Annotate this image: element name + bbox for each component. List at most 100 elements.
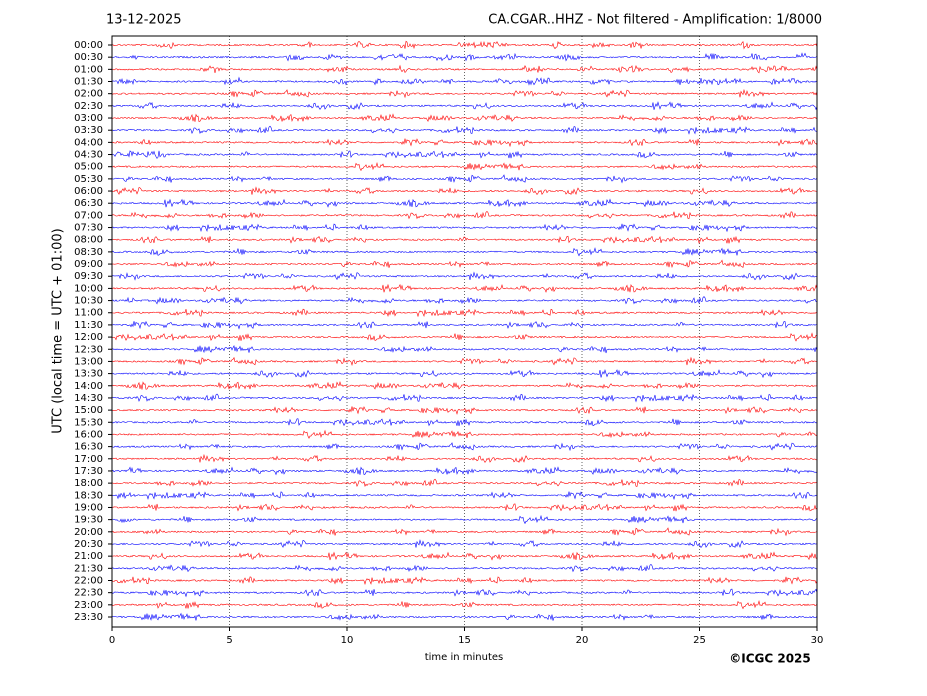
y-tick-label: 23:00 [74,600,103,611]
x-tick-label: 30 [811,635,824,646]
y-tick-label: 22:30 [74,588,103,599]
trace [111,113,818,122]
trace [111,101,818,111]
date: 13-12-2025 [106,13,182,28]
trace [111,88,818,99]
y-tick-label: 17:30 [74,466,103,477]
y-tick-label: 01:30 [74,77,103,88]
trace [111,418,818,427]
y-tick-label: 12:30 [74,344,103,355]
trace [111,125,818,135]
chart-title: CA.CGAR..HHZ - Not filtered - Amplificat… [488,13,822,28]
trace [111,563,818,573]
trace [111,381,818,390]
trace [111,527,818,537]
trace [111,271,818,281]
y-tick-label: 02:00 [74,89,103,100]
y-tick-label: 15:30 [74,417,103,428]
trace [111,453,818,463]
trace [111,393,818,403]
y-tick-label: 00:00 [74,40,103,51]
y-tick-label: 05:00 [74,162,103,173]
trace [111,296,818,305]
trace [111,210,818,220]
trace [111,174,818,184]
y-tick-label: 08:30 [74,247,103,258]
x-tick-label: 10 [341,635,354,646]
trace [111,491,818,501]
x-tick-label: 25 [693,635,706,646]
plot-frame [111,35,818,628]
trace [111,406,818,415]
trace [111,40,818,50]
y-tick-label: 11:00 [74,308,103,319]
trace [111,308,818,318]
trace [111,466,818,476]
y-axis-label: UTC (local time = UTC + 01:00) [51,228,66,433]
y-tick-label: 07:30 [74,223,103,234]
x-axis-label: time in minutes [425,652,504,663]
y-tick-label: 16:00 [74,429,103,440]
y-tick-label: 21:30 [74,563,103,574]
trace [111,478,818,488]
trace [111,429,818,439]
y-tick-label: 19:30 [74,515,103,526]
y-tick-label: 11:30 [74,320,103,331]
y-tick-label: 23:30 [74,612,103,623]
y-tick-label: 09:30 [74,271,103,282]
y-tick-label: 22:00 [74,575,103,586]
trace [111,223,818,233]
y-tick-label: 09:00 [74,259,103,270]
y-tick-label: 08:00 [74,235,103,246]
y-tick-label: 13:30 [74,369,103,380]
y-tick-label: 18:00 [74,478,103,489]
trace [111,356,818,366]
trace [111,514,818,525]
y-tick-label: 10:00 [74,283,103,294]
trace [111,588,818,598]
x-tick-label: 15 [458,635,471,646]
x-tick-label: 20 [576,635,589,646]
y-tick-label: 20:00 [74,527,103,538]
y-tick-label: 17:00 [74,454,103,465]
trace [111,539,818,549]
y-tick-label: 13:00 [74,356,103,367]
x-tick-label: 0 [109,635,115,646]
trace [111,600,818,610]
trace [111,247,818,257]
y-tick-label: 19:00 [74,502,103,513]
trace [111,150,818,159]
y-tick-label: 01:00 [74,64,103,75]
y-tick-label: 20:30 [74,539,103,550]
y-tick-label: 00:30 [74,52,103,63]
y-tick-label: 12:00 [74,332,103,343]
y-tick-label: 03:30 [74,125,103,136]
y-tick-label: 10:30 [74,296,103,307]
trace [111,235,818,244]
y-tick-label: 18:30 [74,490,103,501]
trace [111,368,818,379]
y-tick-label: 21:00 [74,551,103,562]
y-tick-label: 04:30 [74,150,103,161]
trace [111,198,818,208]
trace [111,138,818,148]
trace [111,64,818,74]
y-tick-label: 14:00 [74,381,103,392]
y-tick-label: 15:00 [74,405,103,416]
y-tick-label: 04:00 [74,137,103,148]
x-tick-label: 5 [226,635,232,646]
trace [111,576,818,586]
trace [111,320,817,330]
y-tick-label: 06:30 [74,198,103,209]
y-tick-label: 16:30 [74,442,103,453]
trace [111,161,818,172]
trace [111,612,818,621]
trace [111,551,817,561]
trace [111,345,818,354]
y-tick-label: 05:30 [74,174,103,185]
trace [111,52,818,62]
trace [111,283,818,293]
trace [111,332,818,342]
